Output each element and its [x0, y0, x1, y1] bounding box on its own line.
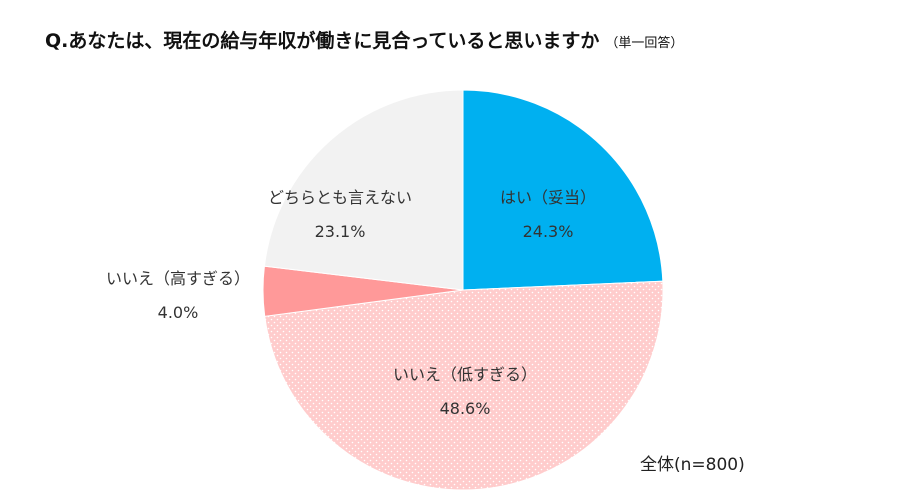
slice-value: 24.3% [522, 222, 574, 241]
slice-name: いいえ（高すぎる） [105, 269, 251, 288]
slice-label-neither: どちらとも言えない 23.1% [268, 181, 412, 249]
slice-name: はい（妥当） [499, 188, 597, 207]
slice-label-too-low: いいえ（低すぎる） 48.6% [393, 358, 537, 426]
slice-neither [263, 89, 464, 291]
slice-yes [462, 89, 664, 291]
slice-name: いいえ（低すぎる） [392, 365, 538, 384]
sample-size-note: 全体(n=800) [640, 455, 745, 475]
slice-label-yes: はい（妥当） 24.3% [500, 181, 596, 249]
slice-name: どちらとも言えない [267, 188, 413, 207]
slice-value: 48.6% [439, 399, 491, 418]
chart-title: Q.あなたは、現在の給与年収が働きに見合っていると思いますか （単一回答） [45, 26, 683, 53]
slice-label-too-high: いいえ（高すぎる） 4.0% [106, 262, 250, 330]
title-text: Q.あなたは、現在の給与年収が働きに見合っていると思いますか [45, 30, 600, 52]
slice-value: 4.0% [157, 303, 199, 322]
chart-subtitle: （単一回答） [605, 36, 684, 51]
slice-too-low [264, 280, 664, 491]
slice-value: 23.1% [314, 222, 366, 241]
